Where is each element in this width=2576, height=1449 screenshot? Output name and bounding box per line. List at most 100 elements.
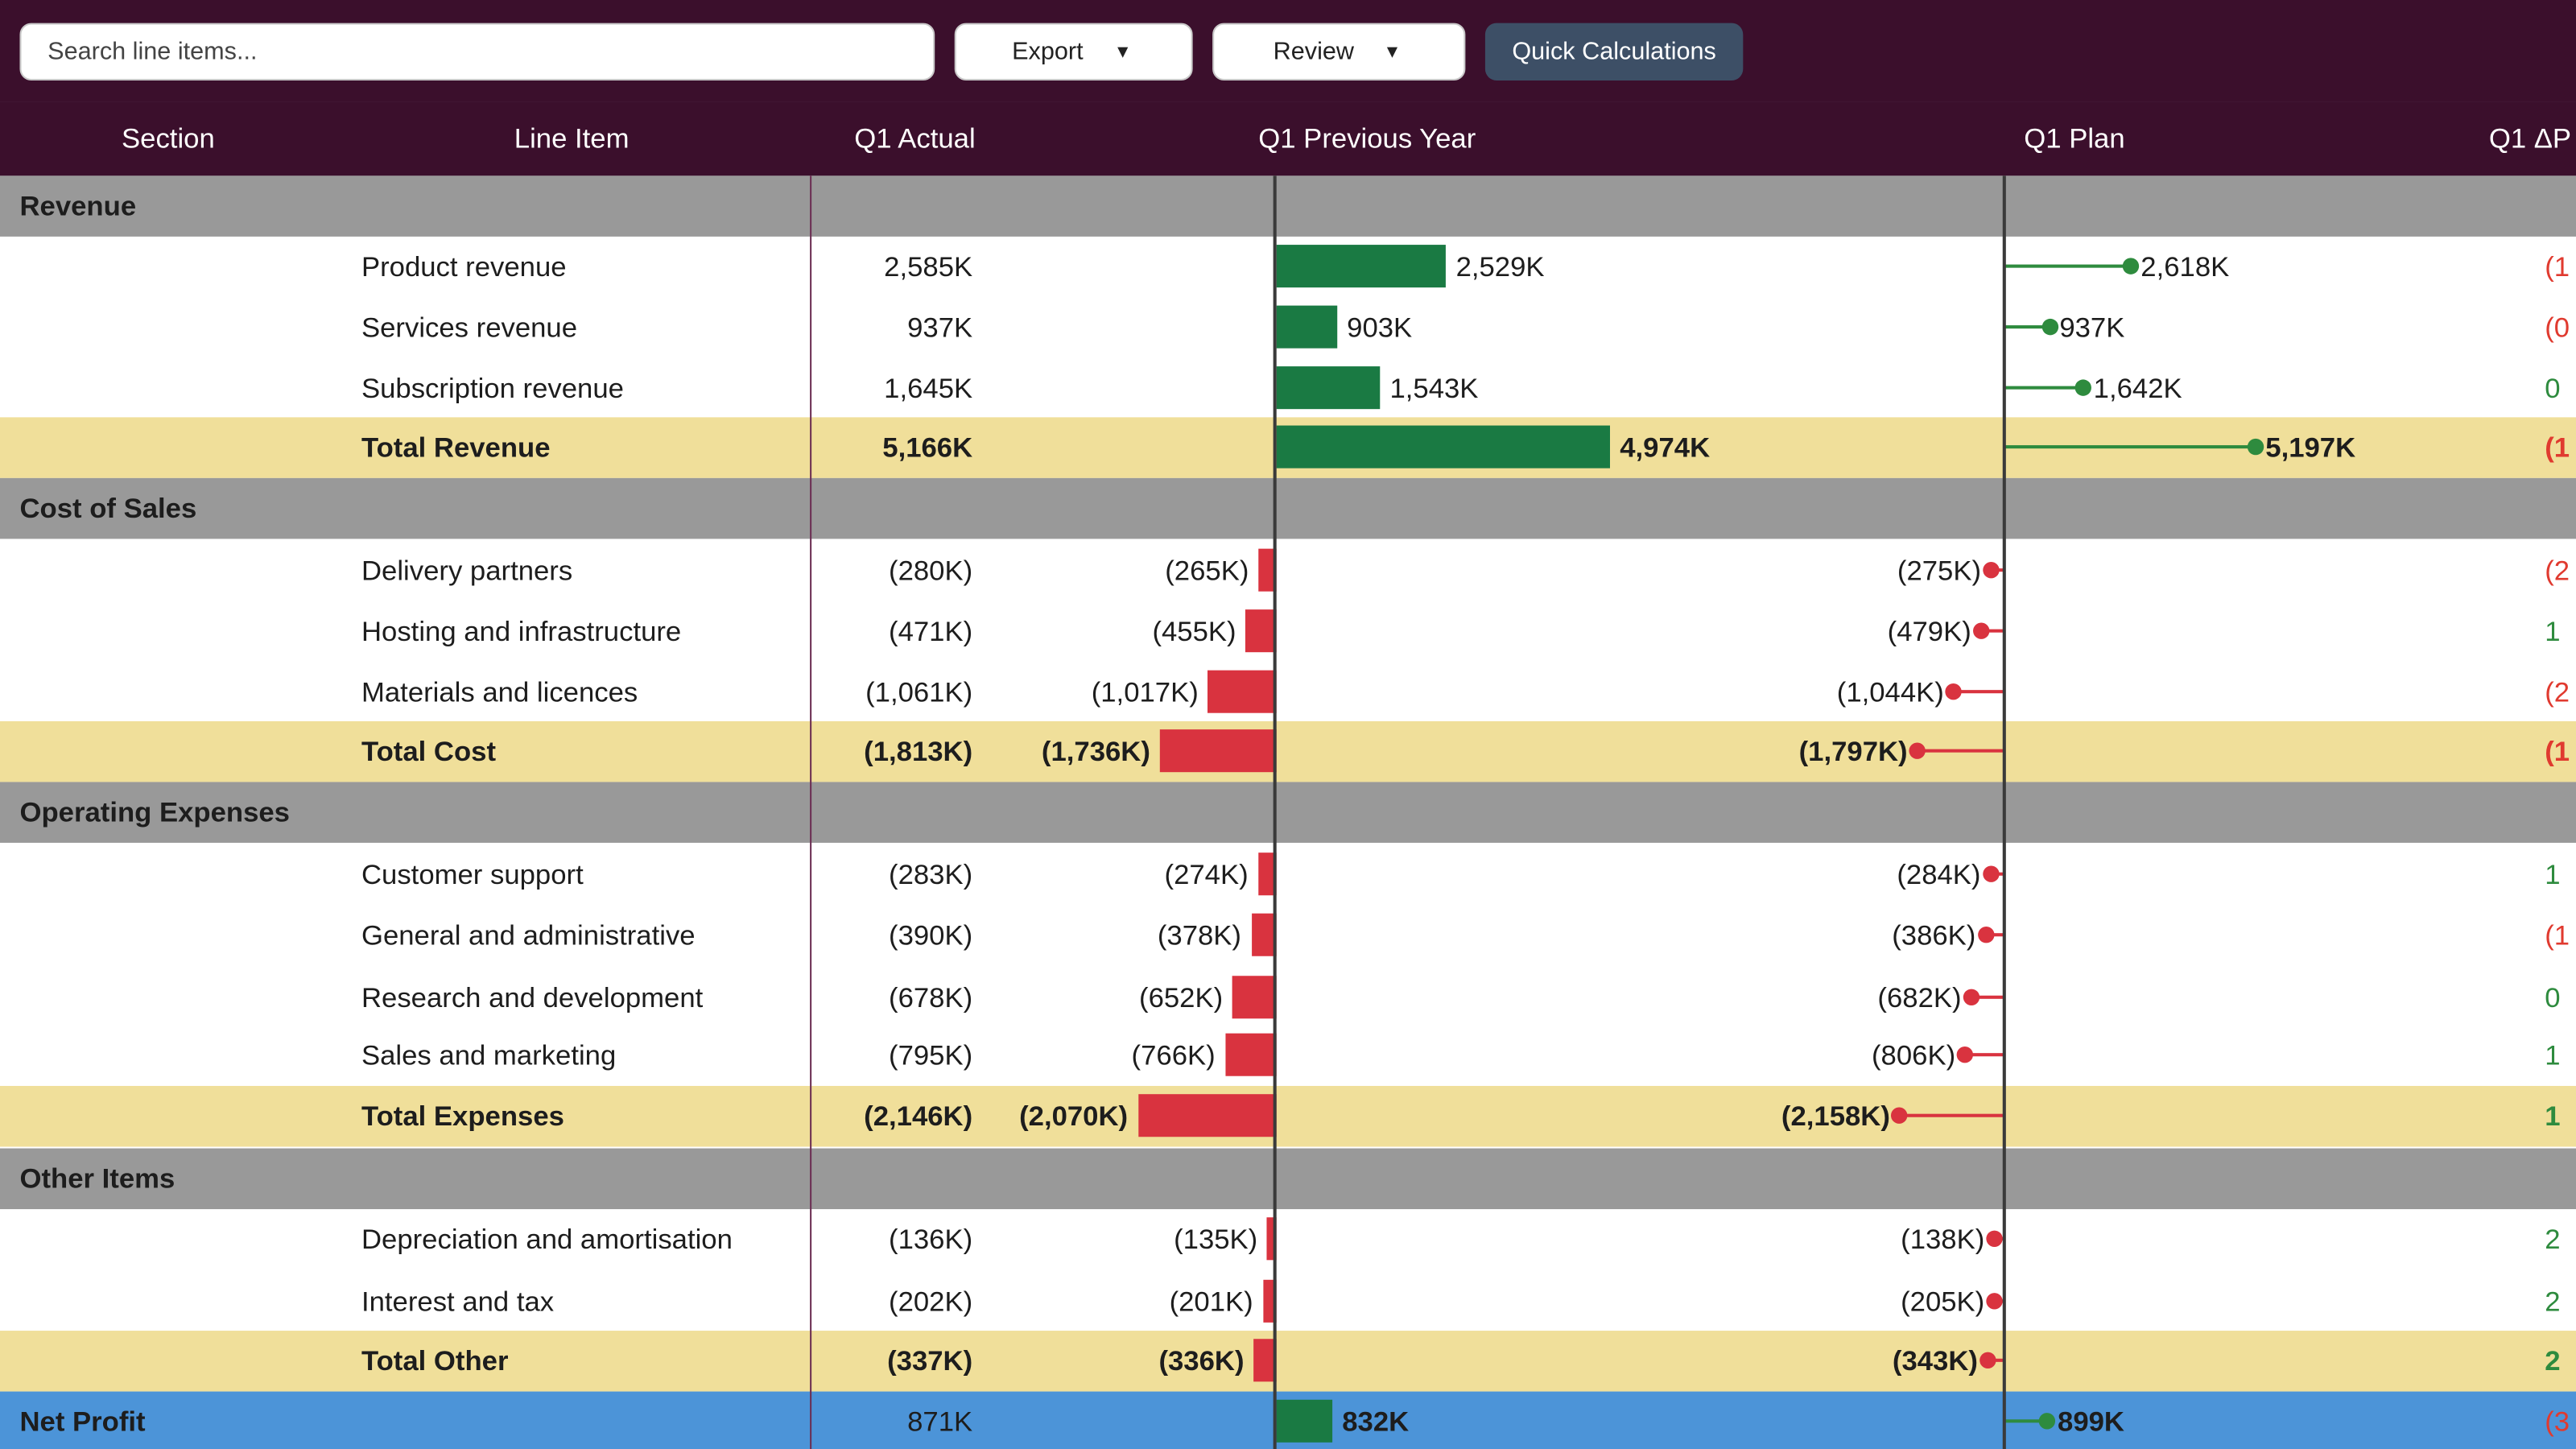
- previous-year-bar: [1276, 425, 1610, 469]
- plan-lollipop-dot: [1909, 742, 1926, 759]
- previous-year-bar: [1253, 1339, 1277, 1382]
- previous-year-value: 832K: [1342, 1406, 1410, 1438]
- table-row: Interest and tax (202K) (201K) (205K) 2: [0, 1272, 2576, 1333]
- previous-year-value: (2,070K): [1019, 1100, 1129, 1133]
- q1-delta-value: (1: [2545, 431, 2570, 464]
- plan-value: (2,158K): [1781, 1100, 1890, 1133]
- previous-year-value: 2,529K: [1455, 251, 1545, 283]
- line-item-label: Total Other: [361, 1345, 509, 1377]
- previous-year-value: (1,736K): [1041, 736, 1150, 768]
- plan-lollipop-dot: [1983, 561, 2000, 579]
- plan-value: (386K): [1892, 919, 1976, 952]
- q1-actual-value: 871K: [907, 1406, 973, 1438]
- col-header-q1-delta[interactable]: Q1 ΔP: [2488, 123, 2572, 155]
- q1-actual-value: (2,146K): [864, 1100, 973, 1133]
- q1-actual-value: (283K): [889, 859, 973, 891]
- previous-year-bar: [1251, 913, 1277, 956]
- plan-lollipop-line: [2004, 325, 2050, 329]
- line-item-label: Product revenue: [361, 251, 567, 283]
- q1-delta-value: (1: [2545, 251, 2570, 283]
- column-header-row: Section Line Item Q1 Actual Q1 Previous …: [0, 101, 2576, 176]
- plan-lollipop-line: [2004, 264, 2132, 268]
- previous-year-axis: [1273, 175, 1277, 1449]
- total-row: Total Expenses (2,146K) (2,070K) (2,158K) 1: [0, 1085, 2576, 1147]
- q1-actual-value: (1,813K): [864, 736, 973, 768]
- table-row: Product revenue 2,585K 2,529K 2,618K (1: [0, 237, 2576, 298]
- plan-lollipop-dot: [2247, 438, 2264, 456]
- col-header-q1-previous-year[interactable]: Q1 Previous Year: [1258, 123, 1476, 155]
- search-input[interactable]: [19, 23, 935, 81]
- col-header-section[interactable]: Section: [122, 123, 215, 155]
- q1-delta-value: (0: [2545, 312, 2570, 344]
- section-label[interactable]: Revenue: [19, 190, 137, 222]
- plan-lollipop-dot: [2075, 379, 2092, 396]
- plan-lollipop-dot: [1972, 622, 1990, 639]
- plan-lollipop-line: [1965, 1053, 2004, 1057]
- review-label: Review: [1273, 37, 1355, 66]
- section-label[interactable]: Cost of Sales: [19, 493, 197, 525]
- q1-delta-value: 0: [2545, 373, 2561, 405]
- plan-lollipop-line: [1917, 749, 2004, 753]
- toolbar: Export ▼ Review ▼ Quick Calculations: [0, 0, 2576, 102]
- table-row: Services revenue 937K 903K 937K (0: [0, 297, 2576, 358]
- plan-lollipop-line: [1988, 1358, 2004, 1362]
- section-row-cost-of-sales: Cost of Sales: [0, 477, 2576, 539]
- total-row: Total Revenue 5,166K 4,974K 5,197K (1: [0, 417, 2576, 478]
- q1-actual-value: (678K): [889, 982, 973, 1014]
- section-label[interactable]: Other Items: [19, 1162, 175, 1195]
- q1-actual-value: (1,061K): [865, 676, 973, 708]
- plan-value: (806K): [1872, 1039, 1956, 1071]
- previous-year-bar: [1262, 1279, 1277, 1323]
- plan-lollipop-line: [1985, 933, 2004, 937]
- col-header-line-item[interactable]: Line Item: [514, 123, 630, 155]
- section-label[interactable]: Net Profit: [19, 1406, 146, 1438]
- line-item-label: General and administrative: [361, 919, 696, 952]
- q1-delta-value: (1: [2545, 736, 2570, 768]
- quick-calculations-button[interactable]: Quick Calculations: [1484, 23, 1744, 81]
- previous-year-bar: [1224, 1033, 1277, 1076]
- previous-year-bar: [1276, 1399, 1333, 1443]
- q1-actual-value: (280K): [889, 555, 973, 587]
- col-header-q1-plan[interactable]: Q1 Plan: [2024, 123, 2125, 155]
- export-dropdown[interactable]: Export ▼: [954, 23, 1193, 81]
- line-item-label: Services revenue: [361, 312, 578, 344]
- plan-lollipop-dot: [1986, 1230, 2003, 1247]
- plan-value: 899K: [2058, 1406, 2124, 1438]
- review-dropdown[interactable]: Review ▼: [1212, 23, 1466, 81]
- plan-lollipop-dot: [1982, 865, 1999, 882]
- table-row: Depreciation and amortisation (136K) (135K…: [0, 1209, 2576, 1270]
- previous-year-value: (274K): [1164, 859, 1249, 891]
- q1-delta-value: 1: [2545, 1039, 2561, 1071]
- q1-delta-value: 2: [2545, 1345, 2561, 1377]
- col-header-q1-actual[interactable]: Q1 Actual: [854, 123, 976, 155]
- q1-delta-value: 1: [2545, 616, 2561, 648]
- q1-actual-value: (471K): [889, 616, 973, 648]
- q1-actual-value: (337K): [887, 1345, 973, 1377]
- previous-year-value: (1,017K): [1091, 676, 1199, 708]
- q1-delta-value: 2: [2545, 1286, 2561, 1318]
- table-row: Materials and licences (1,061K) (1,017K) (1…: [0, 662, 2576, 723]
- previous-year-bar: [1258, 548, 1277, 592]
- plan-lollipop-line: [2004, 1419, 2048, 1423]
- line-item-label: Customer support: [361, 859, 584, 891]
- plan-lollipop-dot: [1963, 989, 1980, 1005]
- plan-lollipop-dot: [1979, 1352, 1996, 1368]
- previous-year-bar: [1232, 976, 1277, 1019]
- plan-lollipop-dot: [2039, 1413, 2056, 1430]
- plan-value: (205K): [1901, 1286, 1985, 1318]
- plan-lollipop-dot: [2041, 318, 2058, 336]
- plan-lollipop-dot: [1945, 683, 1963, 700]
- plan-value: (479K): [1887, 616, 1971, 648]
- chevron-down-icon: ▼: [1383, 42, 1402, 62]
- plan-lollipop-dot: [2122, 258, 2140, 275]
- q1-delta-value: 2: [2545, 1224, 2561, 1256]
- section-label[interactable]: Operating Expenses: [19, 796, 290, 828]
- chevron-down-icon: ▼: [1113, 42, 1132, 62]
- q1-actual-value: (202K): [889, 1286, 973, 1318]
- plan-value: (1,797K): [1798, 736, 1908, 768]
- plan-value: (284K): [1897, 859, 1981, 891]
- line-item-label: Total Revenue: [361, 431, 551, 464]
- table-row: Sales and marketing (795K) (766K) (806K) 1: [0, 1025, 2576, 1086]
- q1-delta-value: (2: [2545, 676, 2570, 708]
- previous-year-bar: [1245, 609, 1277, 653]
